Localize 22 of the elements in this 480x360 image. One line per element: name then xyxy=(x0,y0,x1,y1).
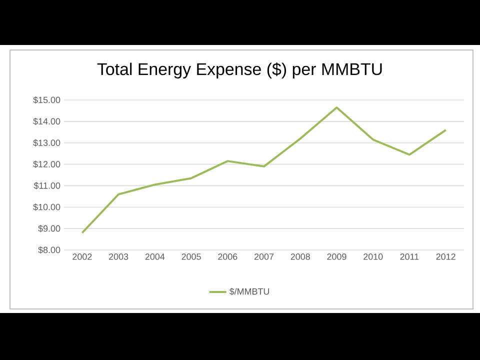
x-tick-label: 2003 xyxy=(109,254,128,260)
x-tick-label: 2011 xyxy=(400,254,419,260)
y-tick-label: $13.00 xyxy=(33,139,60,146)
x-tick-label: 2009 xyxy=(327,254,346,260)
x-tick-label: 2002 xyxy=(72,254,92,260)
y-tick-label: $11.00 xyxy=(34,182,60,190)
x-tick-label: 2007 xyxy=(254,254,274,260)
y-tick-label: $15.00 xyxy=(33,96,60,104)
y-tick-label: $9.00 xyxy=(38,224,60,232)
x-tick-label: 2008 xyxy=(290,254,310,260)
y-tick-label: $12.00 xyxy=(33,160,60,168)
line-series xyxy=(81,106,447,234)
y-tick-label: $10.00 xyxy=(33,204,60,211)
y-tick-label: $14.00 xyxy=(33,118,60,126)
legend-label: $/MMBTU xyxy=(229,288,269,296)
x-tick-label: 2012 xyxy=(436,254,456,260)
x-tick-label: 2010 xyxy=(364,254,383,260)
x-tick-label: 2004 xyxy=(145,254,165,260)
chart-title: Total Energy Expense ($) per MMBTU xyxy=(97,62,382,78)
x-tick-label: 2005 xyxy=(182,254,201,260)
x-tick-label: 2006 xyxy=(218,254,238,260)
y-tick-label: $8.00 xyxy=(38,246,60,254)
